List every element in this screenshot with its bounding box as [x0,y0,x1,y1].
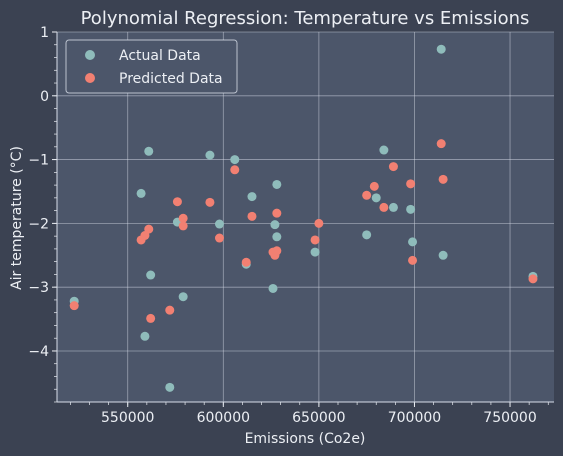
actual-data-point [146,270,156,280]
predicted-data-point [272,246,282,256]
actual-data-point [438,250,448,260]
actual-data-point [165,382,175,392]
predicted-data-point [438,174,448,184]
y-tick-label: 0 [40,89,49,105]
actual-data-point [230,155,240,165]
actual-data-point [205,150,215,160]
actual-data-point [406,204,416,214]
y-tick-label: −1 [28,153,49,169]
actual-data-point [140,331,150,341]
predicted-data-point [214,233,224,243]
x-axis-label: Emissions (Co2e) [245,431,366,447]
x-tick-label: 750000 [483,410,536,426]
legend-box [65,39,238,94]
legend-marker-predicted [85,73,95,83]
axes: 550000 600000 650000 700000 750000 1 0 −1 −2 −3 −4 [28,25,554,426]
predicted-data-point [69,301,79,311]
y-tick-label: −4 [28,344,49,360]
plot-area [57,32,554,402]
predicted-data-point [436,139,446,149]
actual-data-point [371,193,381,203]
actual-data-point [362,230,372,240]
predicted-data-point [230,165,240,175]
predicted-data-point [369,181,379,191]
actual-data-point [310,247,320,257]
predicted-data-point [379,202,389,212]
predicted-data-point [165,305,175,315]
actual-data-point [270,220,280,230]
actual-data-point [388,202,398,212]
actual-data-point [272,232,282,242]
y-tick-label: −2 [28,216,49,232]
data-points [69,44,538,392]
predicted-data-point [247,211,257,221]
predicted-data-point [362,190,372,200]
grid [57,31,554,402]
chart-title: Polynomial Regression: Temperature vs Em… [81,8,530,29]
predicted-data-point [178,213,188,223]
y-tick-label: −3 [28,280,49,296]
predicted-data-point [408,255,418,265]
actual-data-point [408,237,418,247]
predicted-data-point [314,218,324,228]
predicted-data-point [144,224,154,234]
actual-data-point [178,292,188,302]
legend-label-predicted: Predicted Data [119,71,223,87]
predicted-data-point [172,197,182,207]
actual-data-point [379,145,389,155]
x-tick-label: 700000 [388,410,441,426]
actual-data-point [144,146,154,156]
y-axis-label: Air temperature (°C) [9,146,25,290]
predicted-data-point [406,179,416,189]
x-tick-label: 550000 [101,410,154,426]
legend: Actual Data Predicted Data [65,39,238,94]
predicted-data-point [146,313,156,323]
predicted-data-point [528,274,538,284]
predicted-data-point [310,235,320,245]
actual-data-point [247,192,257,202]
x-tick-label: 650000 [292,410,345,426]
legend-label-actual: Actual Data [119,48,201,64]
predicted-data-point [241,257,251,267]
actual-data-point [272,179,282,189]
actual-data-point [214,219,224,229]
actual-data-point [436,44,446,54]
x-tick-label: 600000 [197,410,250,426]
actual-data-point [136,188,146,198]
predicted-data-point [205,197,215,207]
y-tick-label: 1 [40,25,49,41]
predicted-data-point [178,221,188,231]
predicted-data-point [272,208,282,218]
legend-marker-actual [85,50,95,60]
actual-data-point [268,283,278,293]
predicted-data-point [388,162,398,172]
